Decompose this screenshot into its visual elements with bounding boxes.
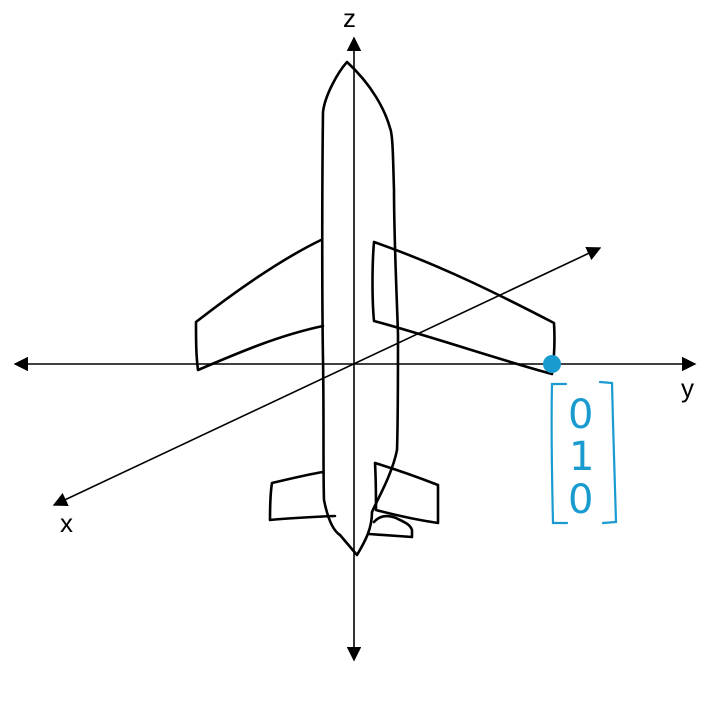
vector-entry-2: 1 [569,434,594,480]
z-axis-label: z [343,3,356,33]
left-bracket [552,384,567,523]
right-wing [373,242,555,374]
fuselage [322,62,398,555]
airplane-drawing [196,62,554,555]
left-wing [196,240,323,370]
vector-entry-3: 0 [568,477,593,523]
vector-entry-1: 0 [568,392,593,438]
wingtip-point [543,355,561,373]
tail-fin [369,516,412,537]
right-bracket [600,382,616,523]
right-stabilizer [375,463,438,523]
y-axis-label: y [681,373,694,403]
x-axis [54,248,600,505]
vector-annotation: 0 1 0 [552,382,616,523]
left-stabilizer [270,472,335,520]
x-axis-label: x [60,508,73,538]
